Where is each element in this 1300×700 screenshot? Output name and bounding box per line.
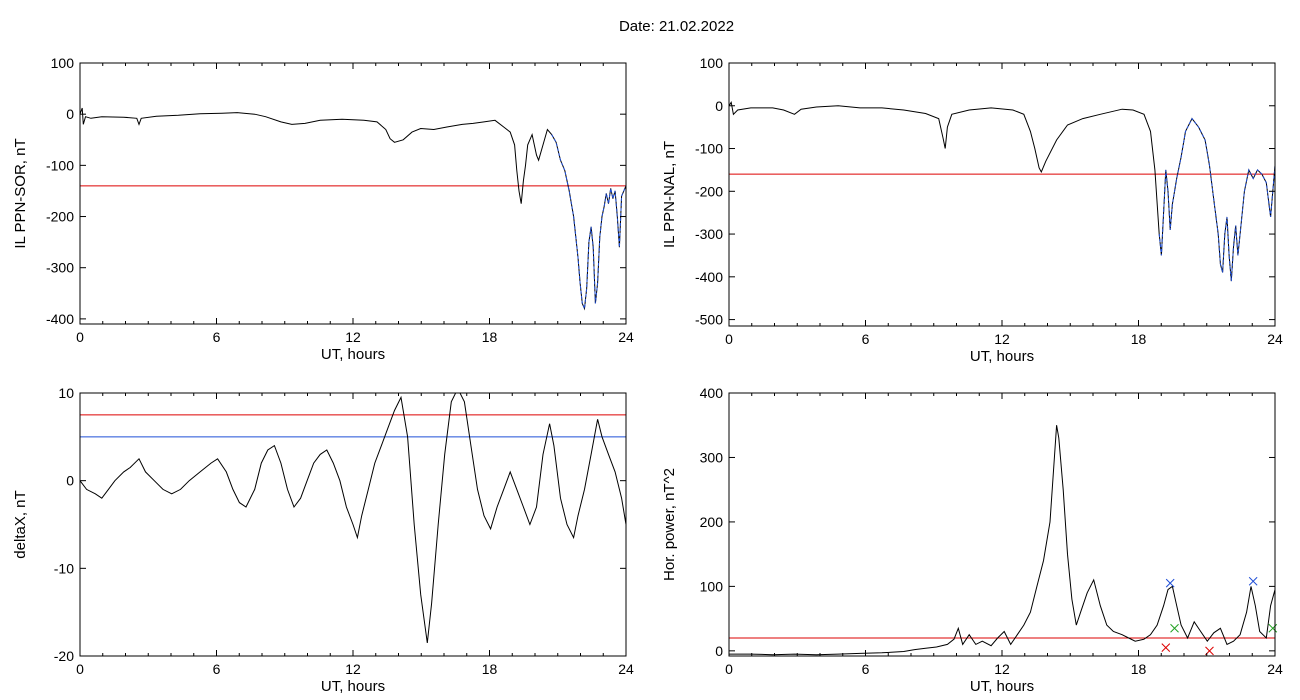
y-tick-label: -300 (695, 226, 723, 242)
y-tick-label: -300 (46, 260, 74, 276)
x-tick-label: 12 (994, 661, 1010, 677)
series-highlight (551, 134, 626, 311)
y-axis-label: deltaX, nT (12, 490, 29, 558)
x-axis-label: UT, hours (321, 346, 385, 363)
series-line (80, 393, 626, 643)
event-marker (1165, 578, 1175, 588)
date-value: 21.02.2022 (658, 18, 735, 35)
plot-frame (728, 62, 1276, 327)
y-tick-label: -20 (54, 648, 74, 664)
series-line (80, 107, 626, 311)
y-axis-label: IL PPN-SOR, nT (12, 138, 29, 248)
y-axis-label: IL PPN-NAL, nT (661, 141, 678, 248)
y-tick-label: 100 (51, 55, 75, 71)
panel-il-ppn-nal: 0 6 12 18 24 100 0 -100 -200 -300 -400 -500 UT, hour… (661, 55, 1283, 365)
event-marker (1170, 623, 1179, 633)
y-tick-label: 0 (66, 106, 74, 122)
event-marker (1268, 623, 1278, 633)
y-tick-label: -10 (54, 560, 74, 576)
x-tick-label: 18 (482, 329, 498, 345)
y-axis-label: Hor. power, nT^2 (661, 468, 678, 581)
x-tick-label: 12 (345, 329, 361, 345)
y-tick-label: 0 (715, 643, 723, 659)
y-tick-label: -100 (695, 141, 723, 157)
x-tick-label: 0 (725, 661, 733, 677)
y-tick-label: -100 (46, 157, 74, 173)
y-tick-label: 0 (715, 98, 723, 114)
x-tick-label: 6 (213, 661, 221, 677)
series-line (729, 100, 1275, 282)
y-tick-label: 100 (700, 55, 724, 71)
x-tick-label: 24 (618, 329, 634, 345)
y-tick-label: -200 (46, 209, 74, 225)
x-tick-label: 12 (994, 331, 1010, 347)
x-tick-label: 24 (618, 661, 634, 677)
y-tick-label: -500 (695, 312, 723, 328)
y-tick-label: -200 (695, 183, 723, 199)
y-tick-label: 100 (700, 578, 724, 594)
x-tick-label: 24 (1267, 661, 1283, 677)
panel-hor-power: 0 6 12 18 24 400 300 200 100 0 UT, hours Hor. power… (661, 385, 1283, 695)
x-tick-label: 6 (862, 331, 870, 347)
x-tick-label: 6 (862, 661, 870, 677)
x-tick-label: 12 (345, 661, 361, 677)
panel-deltax: 0 6 12 18 24 10 0 -10 -20 UT, hours deltaX, nT (12, 385, 634, 695)
x-axis-label: UT, hours (970, 348, 1034, 365)
plot-frame (79, 62, 627, 325)
y-tick-label: -400 (46, 311, 74, 327)
event-marker (1248, 576, 1258, 586)
y-tick-label: 10 (58, 385, 74, 401)
y-tick-label: 400 (700, 385, 724, 401)
date-label: Date: (618, 18, 655, 35)
series-line (729, 425, 1275, 656)
x-tick-label: 0 (76, 661, 84, 677)
x-tick-label: 24 (1267, 331, 1283, 347)
x-tick-label: 0 (725, 331, 733, 347)
x-tick-label: 0 (76, 329, 84, 345)
x-axis-label: UT, hours (321, 678, 385, 695)
plot-frame (728, 392, 1276, 657)
event-marker (1161, 643, 1171, 652)
y-tick-label: 200 (700, 514, 724, 530)
x-axis-label: UT, hours (970, 678, 1034, 695)
panel-il-ppn-sor: 0 6 12 18 24 100 0 -100 -200 -300 -400 UT, hours IL … (12, 55, 634, 363)
y-tick-label: 0 (66, 473, 74, 489)
x-tick-label: 6 (213, 329, 221, 345)
x-tick-label: 18 (1131, 661, 1147, 677)
y-tick-label: -400 (695, 269, 723, 285)
y-tick-label: 300 (700, 449, 724, 465)
series-highlight (1158, 117, 1275, 282)
chart-header: Date: 21.02.2022 (0, 18, 1300, 35)
x-tick-label: 18 (482, 661, 498, 677)
x-tick-label: 18 (1131, 331, 1147, 347)
